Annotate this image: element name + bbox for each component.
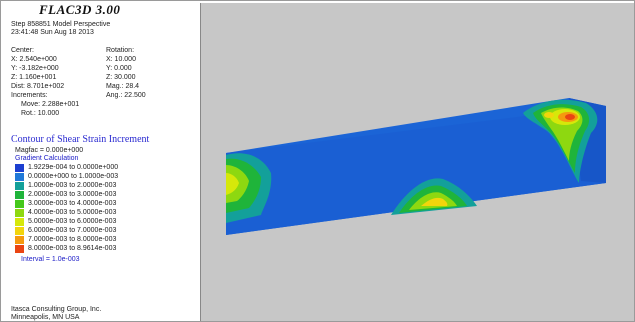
center-y: Y: -3.182e+000 — [11, 65, 59, 72]
move-value: Move: 2.288e+001 — [21, 101, 80, 108]
legend-range-label: 6.0000e-003 to 7.0000e-003 — [28, 227, 117, 234]
legend-swatch — [15, 227, 24, 235]
legend-row: 1.0000e-003 to 2.0000e-003 — [15, 182, 195, 190]
rot-value: Rot.: 10.000 — [21, 110, 60, 117]
model-render — [226, 98, 606, 235]
magfac-line: Magfac = 0.000e+000 — [15, 147, 84, 154]
step-line: Step 858851 Model Perspective — [11, 21, 111, 28]
contour-title: Contour of Shear Strain Increment — [11, 134, 150, 145]
legend-range-label: 3.0000e-003 to 4.0000e-003 — [28, 200, 117, 207]
rotation-y: Y: 0.000 — [106, 65, 132, 72]
legend-row: 8.0000e-003 to 8.9614e-003 — [15, 245, 195, 253]
legend-row: 4.0000e-003 to 5.0000e-003 — [15, 209, 195, 217]
app-title: FLAC3D 3.00 — [39, 2, 121, 17]
legend-panel: FLAC3D 3.00 Step 858851 Model Perspectiv… — [3, 3, 201, 321]
legend-swatch — [15, 191, 24, 199]
location-line: Minneapolis, MN USA — [11, 314, 80, 321]
legend-swatch — [15, 245, 24, 253]
legend-range-label: 1.0000e-003 to 2.0000e-003 — [28, 182, 117, 189]
legend-row: 5.0000e-003 to 6.0000e-003 — [15, 218, 195, 226]
legend-row: 2.0000e-003 to 3.0000e-003 — [15, 191, 195, 199]
legend-row: 6.0000e-003 to 7.0000e-003 — [15, 227, 195, 235]
legend-swatch — [15, 164, 24, 172]
legend-range-label: 1.9229e-004 to 0.0000e+000 — [28, 164, 119, 171]
gradient-calc-line: Gradient Calculation — [15, 155, 79, 162]
time-line: 23:41:48 Sun Aug 18 2013 — [11, 29, 94, 36]
ang-value: Ang.: 22.500 — [106, 92, 146, 99]
legend-swatch — [15, 209, 24, 217]
rotation-z: Z: 30.000 — [106, 74, 136, 81]
legend-swatch — [15, 173, 24, 181]
model-viewport[interactable] — [201, 3, 634, 321]
center-z: Z: 1.160e+001 — [11, 74, 57, 81]
dist-value: Dist: 8.701e+002 — [11, 83, 65, 90]
legend-swatch — [15, 200, 24, 208]
legend-range-label: 5.0000e-003 to 6.0000e-003 — [28, 218, 117, 225]
legend-swatch — [15, 218, 24, 226]
rotation-x: X: 10.000 — [106, 56, 136, 63]
model-front-face — [226, 106, 606, 235]
legend-range-label: 2.0000e-003 to 3.0000e-003 — [28, 191, 117, 198]
legend-row: 1.9229e-004 to 0.0000e+000 — [15, 164, 195, 172]
mag-value: Mag.: 28.4 — [106, 83, 140, 90]
center-label: Center: — [11, 47, 34, 54]
company-line: Itasca Consulting Group, Inc. — [11, 306, 102, 313]
legend-range-label: 0.0000e+000 to 1.0000e-003 — [28, 173, 119, 180]
rotation-label: Rotation: — [106, 47, 135, 54]
legend-row: 7.0000e-003 to 8.0000e-003 — [15, 236, 195, 244]
legend-swatch — [15, 182, 24, 190]
legend-range-label: 4.0000e-003 to 5.0000e-003 — [28, 209, 117, 216]
legend-range-label: 7.0000e-003 to 8.0000e-003 — [28, 236, 117, 243]
legend-row: 0.0000e+000 to 1.0000e-003 — [15, 173, 195, 181]
legend-range-label: 8.0000e-003 to 8.9614e-003 — [28, 245, 117, 252]
center-x: X: 2.540e+000 — [11, 56, 57, 63]
increments-label: Increments: — [11, 92, 48, 99]
legend-swatch — [15, 236, 24, 244]
legend-row: 3.0000e-003 to 4.0000e-003 — [15, 200, 195, 208]
interval-line: Interval = 1.0e-003 — [21, 256, 80, 263]
